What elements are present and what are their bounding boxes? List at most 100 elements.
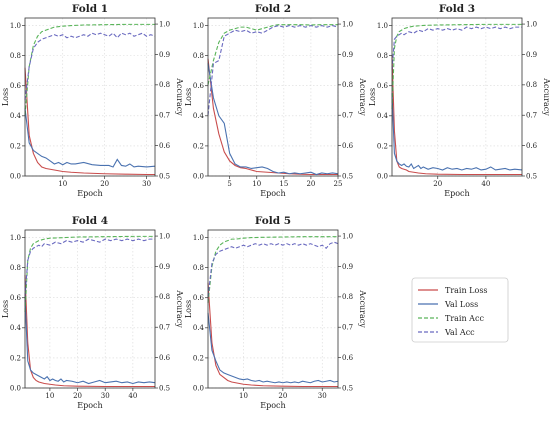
y-tick-label-left: 0.0 [193,384,204,392]
y-tick-label-left: 0.0 [377,172,388,180]
chart-panel-1: 0.0 0.2 0.4 0.6 0.8 1.0 0.5 0.6 0.7 0.8 0.9 1.0 10 20… [1,3,184,198]
panel-title: Fold 4 [72,215,108,227]
x-tick-label: 20 [100,180,109,188]
x-axis-label: Epoch [260,401,285,410]
panel-title: Fold 1 [72,3,108,15]
y-tick-label-left: 0.0 [10,172,21,180]
y-axis-label-left: Loss [1,300,10,318]
y-tick-label-left: 0.6 [193,294,205,302]
x-tick-label: 30 [101,392,110,400]
y-tick-label-left: 1.0 [193,234,204,242]
y-tick-label-right: 0.9 [342,51,353,59]
y-tick-label-right: 0.7 [159,112,170,120]
panel-title: Fold 5 [255,215,291,227]
x-tick-label: 20 [73,392,82,400]
x-tick-label: 20 [306,180,315,188]
y-tick-label-left: 0.2 [10,142,21,150]
y-tick-label-right: 0.7 [159,324,170,332]
y-tick-label-left: 0.6 [10,294,22,302]
series-line-val-acc [391,26,522,70]
y-tick-label-left: 0.2 [377,142,388,150]
plot-frame [24,17,156,177]
y-tick-label-right: 0.5 [342,384,353,392]
x-axis-label: Epoch [444,189,469,198]
y-tick-label-right: 0.9 [342,263,353,271]
y-axis-label-right: Accuracy [175,289,184,328]
x-tick-label: 10 [58,180,67,188]
y-axis-label-right: Accuracy [358,77,367,116]
x-tick-label: 40 [128,392,137,400]
y-tick-label-right: 0.8 [342,293,353,301]
series-line-val-loss [207,312,339,384]
chart-panel-2: 0.0 0.2 0.4 0.6 0.8 1.0 0.5 0.6 0.7 0.8 0.9 1.0 5 10 1… [184,3,367,198]
series-line-train-loss [207,282,338,388]
y-tick-label-left: 0.8 [377,52,388,60]
chart-panel-3: 0.0 0.2 0.4 0.6 0.8 1.0 0.5 0.6 0.7 0.8 0.9 1.0 20 40… [368,3,550,198]
series-line-val-loss [207,63,339,176]
series-line-val-loss [24,108,156,168]
y-axis-label-left: Loss [184,300,193,318]
x-tick-label: 30 [142,180,151,188]
x-tick-label: 10 [239,392,248,400]
y-tick-label-right: 1.0 [342,232,353,240]
series-line-train-loss [391,55,522,176]
y-tick-label-left: 0.8 [10,52,21,60]
series-line-train-acc [207,236,338,303]
y-tick-label-left: 0.4 [193,324,205,332]
y-tick-label-left: 1.0 [10,234,21,242]
legend: Train Loss Val Loss Train Acc Val Acc [411,277,509,343]
y-tick-label-right: 0.5 [159,172,170,180]
y-tick-label-right: 1.0 [526,20,537,28]
plot-frame [207,17,339,177]
y-axis-label-right: Accuracy [358,289,367,328]
y-axis-label-left: Loss [1,88,10,106]
y-tick-label-left: 0.8 [193,52,204,60]
chart-panel-5: 0.0 0.2 0.4 0.6 0.8 1.0 0.5 0.6 0.7 0.8 0.9 1.0 10 20… [184,215,367,410]
y-tick-label-left: 0.2 [193,354,204,362]
y-tick-label-left: 0.6 [193,82,205,90]
y-tick-label-left: 0.4 [10,112,22,120]
y-tick-label-left: 0.2 [10,354,21,362]
x-tick-label: 5 [227,180,231,188]
series-line-val-acc [207,25,339,116]
plot-frame [391,17,523,177]
x-axis-label: Epoch [77,401,102,410]
y-tick-label-right: 0.8 [159,81,170,89]
x-tick-label: 40 [481,180,490,188]
legend-label: Train Acc [445,314,484,323]
y-tick-label-right: 1.0 [159,20,170,28]
legend-box [411,277,509,343]
y-tick-label-right: 0.7 [342,324,353,332]
y-tick-label-right: 0.6 [159,142,171,150]
x-tick-label: 30 [318,392,327,400]
y-tick-label-right: 0.6 [342,142,354,150]
series-line-train-loss [24,275,155,388]
chart-panel-4: 0.0 0.2 0.4 0.6 0.8 1.0 0.5 0.6 0.7 0.8 0.9 1.0 10 20… [1,215,184,410]
y-tick-label-left: 0.8 [193,264,204,272]
y-tick-label-right: 0.9 [526,51,537,59]
x-tick-label: 20 [433,180,442,188]
y-tick-label-right: 0.6 [526,142,538,150]
y-axis-label-right: Accuracy [542,77,550,116]
series-line-train-acc [391,23,522,110]
plot-frame [24,229,156,389]
y-tick-label-right: 0.6 [342,354,354,362]
y-axis-label-right: Accuracy [175,77,184,116]
y-tick-label-right: 0.8 [159,293,170,301]
y-tick-label-left: 0.8 [10,264,21,272]
legend-label: Train Loss [445,286,488,295]
y-tick-label-left: 1.0 [377,22,388,30]
series-line-val-loss [24,297,156,385]
y-tick-label-left: 1.0 [10,22,21,30]
series-line-train-loss [207,58,338,176]
y-tick-label-right: 0.5 [342,172,353,180]
y-tick-label-left: 0.2 [193,142,204,150]
series-line-train-loss [24,67,155,176]
x-axis-label: Epoch [77,189,102,198]
legend-label: Val Acc [444,328,475,337]
x-tick-label: 20 [278,392,287,400]
y-tick-label-right: 0.8 [342,81,353,89]
y-tick-label-left: 0.6 [10,82,22,90]
y-tick-label-right: 0.8 [526,81,537,89]
